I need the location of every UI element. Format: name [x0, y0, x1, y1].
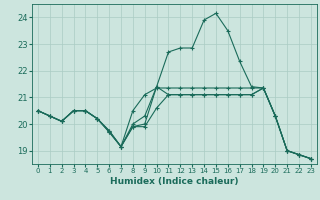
X-axis label: Humidex (Indice chaleur): Humidex (Indice chaleur)	[110, 177, 239, 186]
